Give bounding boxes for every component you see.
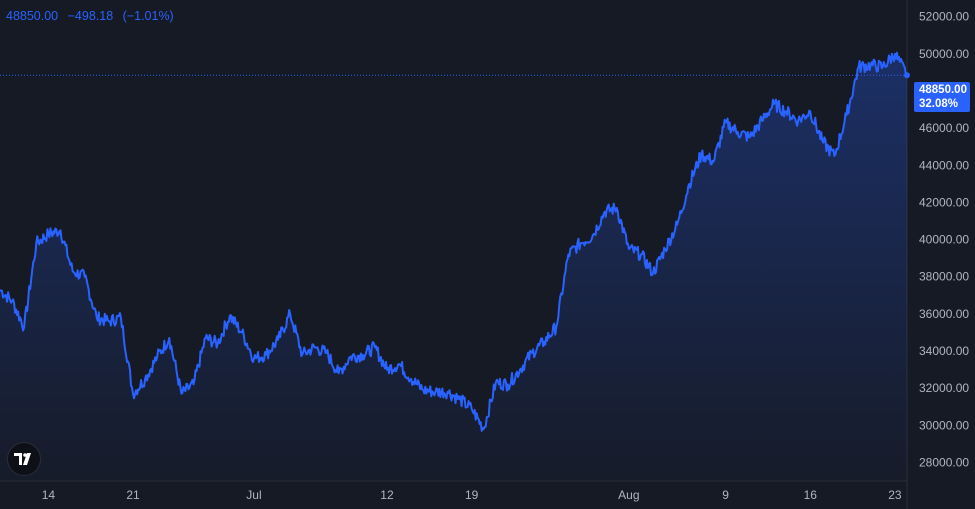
x-tick-label: 23	[888, 488, 902, 502]
tradingview-logo-icon	[14, 453, 31, 465]
x-tick-label: 12	[380, 488, 394, 502]
y-tick-label: 30000.00	[919, 418, 969, 432]
time-axis[interactable]: 14 21 Jul 12 19 Aug 9 16 23	[42, 488, 902, 502]
y-tick-label: 50000.00	[919, 47, 969, 61]
x-tick-label: Jul	[246, 488, 261, 502]
last-price-label: 48850.00 32.08%	[914, 82, 970, 112]
series-line	[0, 51, 908, 432]
tradingview-logo[interactable]	[7, 442, 41, 476]
price-change: −498.18	[67, 9, 114, 23]
y-tick-label: 40000.00	[919, 233, 969, 247]
price-axis[interactable]: 28000.00 30000.00 32000.00 34000.00 36000.00…	[919, 10, 969, 470]
price-change-percent: (−1.01%)	[122, 9, 174, 23]
last-price-marker	[904, 72, 910, 79]
y-tick-label: 34000.00	[919, 344, 969, 358]
y-tick-label: 38000.00	[919, 270, 969, 284]
y-tick-label: 42000.00	[919, 195, 969, 209]
y-tick-label: 52000.00	[919, 10, 969, 24]
y-tick-label: 36000.00	[919, 307, 969, 321]
y-tick-label: 28000.00	[919, 455, 969, 469]
x-tick-label: 19	[465, 488, 479, 502]
y-tick-label: 44000.00	[919, 158, 969, 172]
x-tick-label: 21	[126, 488, 140, 502]
last-price-label-percent: 32.08%	[919, 98, 959, 110]
y-tick-label: 32000.00	[919, 381, 969, 395]
last-price-label-value: 48850.00	[919, 84, 967, 96]
series-area-fill	[0, 52, 907, 481]
x-tick-label: 16	[804, 488, 818, 502]
x-tick-label: Aug	[618, 488, 639, 502]
y-tick-label: 46000.00	[919, 121, 969, 135]
x-tick-label: 9	[722, 488, 729, 502]
last-price: 48850.00	[6, 9, 59, 23]
x-tick-label: 14	[42, 488, 56, 502]
ticker-legend: 48850.00 −498.18 (−1.01%)	[6, 9, 180, 23]
